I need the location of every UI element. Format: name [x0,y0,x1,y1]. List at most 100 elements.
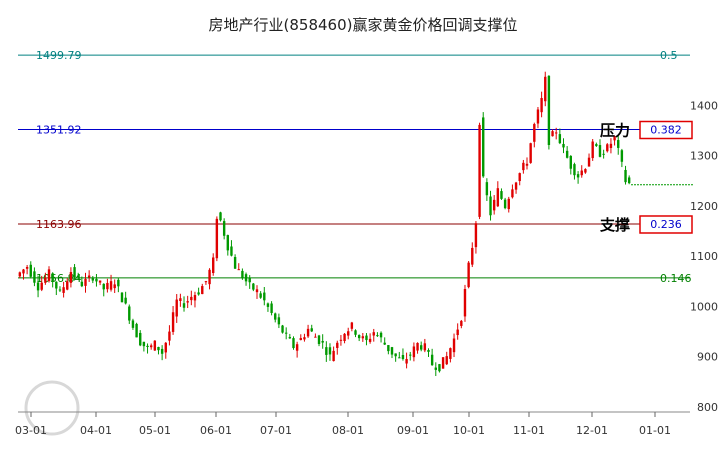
candle-body [602,153,605,155]
x-tick-label: 12-01 [576,424,608,437]
candle-body [522,162,525,171]
candle-body [587,157,591,167]
candle-body [445,356,448,365]
candle-body [573,164,576,176]
candle-body [332,350,335,362]
candle-body [565,150,569,158]
candle-body [222,221,226,236]
candle-body [91,278,95,281]
y-tick-label: 800 [697,401,718,414]
candle-body [295,344,299,351]
candle-body [580,170,583,176]
pressure-box [639,120,693,140]
watermark [24,380,80,436]
candle-body [179,298,182,301]
x-tick-label: 11-01 [513,424,545,437]
candle-body [73,267,76,278]
y-tick-label: 1300 [690,150,718,163]
candle-body [80,281,84,287]
candle-body [376,335,379,337]
candle-body [347,331,350,336]
level-1351-price: 1351.92 [36,124,82,137]
candle-body [201,286,204,295]
candle-body [394,353,397,357]
candle-body [584,169,587,173]
candle-body [387,345,390,352]
candle-body [339,339,343,341]
pressure-ratio: 0.382 [650,124,682,137]
candle-body [412,346,416,358]
candle-body [310,328,313,332]
candle-body [456,329,459,336]
candle-body [120,292,124,303]
candle-body [306,328,310,337]
candle-body [77,275,80,277]
candle-body [398,357,401,359]
candle-body [617,140,620,148]
candle-body [230,246,233,256]
axes: 03-01 04-01 05-01 06-01 07-01 08-01 09-01 10-01… [15,99,718,437]
candle-body [609,143,613,148]
candle-body [33,271,36,283]
candle-body [314,336,317,338]
candle-body [463,289,467,317]
candle-body [500,191,503,199]
candle-body [390,347,394,355]
candle-body [244,274,248,282]
candle-body [591,141,594,159]
candle-body [606,144,609,152]
candle-body [562,143,565,148]
candle-body [226,235,230,251]
support-box [639,215,693,234]
x-tick-label: 09-01 [397,424,429,437]
candle-body [84,278,87,286]
candle-body [299,338,302,341]
candle-body [427,349,430,352]
support-ratio: 0.236 [650,218,682,231]
candle-body [87,275,91,278]
candle-body [208,269,211,285]
candle-body [365,335,368,341]
candle-body [248,277,251,283]
candle-body [558,134,562,144]
candle-body [482,117,485,177]
candle-body [613,136,616,141]
candle-body [419,345,423,350]
candle-body [131,320,135,328]
candle-body [536,109,540,124]
level-1056-ratio: 0.146 [660,272,692,285]
candle-body [540,98,543,113]
candle-body [409,354,412,356]
candle-body [146,345,149,347]
candle-body [168,331,171,341]
candle-body [190,296,193,301]
candle-body [383,342,386,345]
candle-body [471,247,474,265]
candle-body [595,144,598,146]
candle-body [288,337,292,339]
x-tick-label: 03-01 [15,424,47,437]
candle-body [620,150,624,162]
candle-body [434,367,437,370]
candlesticks [18,71,694,377]
candle-body [149,345,153,348]
candle-body [576,174,580,178]
candle-body [321,340,324,343]
watermark-seal [24,380,80,436]
level-tags: 压力 0.382 支撑 0.236 [599,120,693,234]
x-tick-label: 07-01 [260,424,292,437]
x-tick-label: 06-01 [200,424,232,437]
level-1499-price: 1499.79 [36,49,82,62]
x-tick-label: 01-01 [639,424,671,437]
candle-body [263,292,266,301]
x-tick-label: 04-01 [80,424,112,437]
candle-body [317,335,321,344]
candle-body [554,132,558,134]
candle-body [569,156,572,169]
candle-body [401,354,405,360]
candle-body [117,279,120,287]
candle-body [478,124,481,217]
candle-body [51,273,54,282]
candle-body [98,280,102,283]
level-1499-ratio: 0.5 [660,49,678,62]
